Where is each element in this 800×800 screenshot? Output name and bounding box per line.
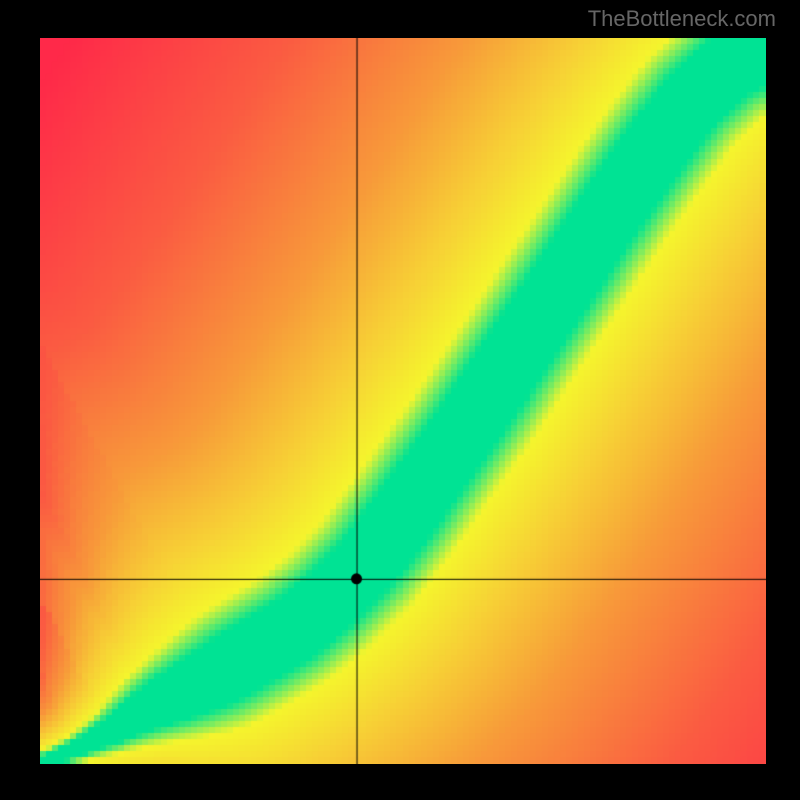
chart-container: TheBottleneck.com xyxy=(0,0,800,800)
heatmap-canvas xyxy=(40,38,766,764)
heatmap-plot-area xyxy=(40,38,766,764)
attribution-text: TheBottleneck.com xyxy=(588,6,776,32)
